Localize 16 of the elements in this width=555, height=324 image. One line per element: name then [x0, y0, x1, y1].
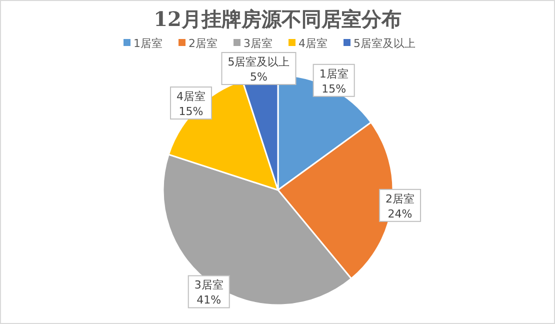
- slice-label: 1居室: [319, 67, 348, 80]
- data-label: 5%: [250, 70, 268, 84]
- legend-label: 4居室: [298, 37, 328, 50]
- data-label: 24%: [388, 207, 412, 220]
- slice-label: 3居室: [194, 278, 224, 292]
- chart-title: 12月挂牌房源不同居室分布: [154, 7, 402, 31]
- legend-label: 2居室: [188, 37, 218, 50]
- legend-label: 1居室: [134, 37, 162, 50]
- data-label: 41%: [196, 294, 222, 307]
- legend-label: 3居室: [244, 37, 272, 50]
- slice-label: 2居室: [386, 192, 415, 206]
- data-label: 15%: [178, 105, 204, 118]
- slice-label: 5居室及以上: [228, 56, 290, 69]
- data-label: 15%: [322, 82, 346, 96]
- legend-label: 5居室及以上: [354, 37, 416, 50]
- slice-label: 4居室: [176, 90, 206, 104]
